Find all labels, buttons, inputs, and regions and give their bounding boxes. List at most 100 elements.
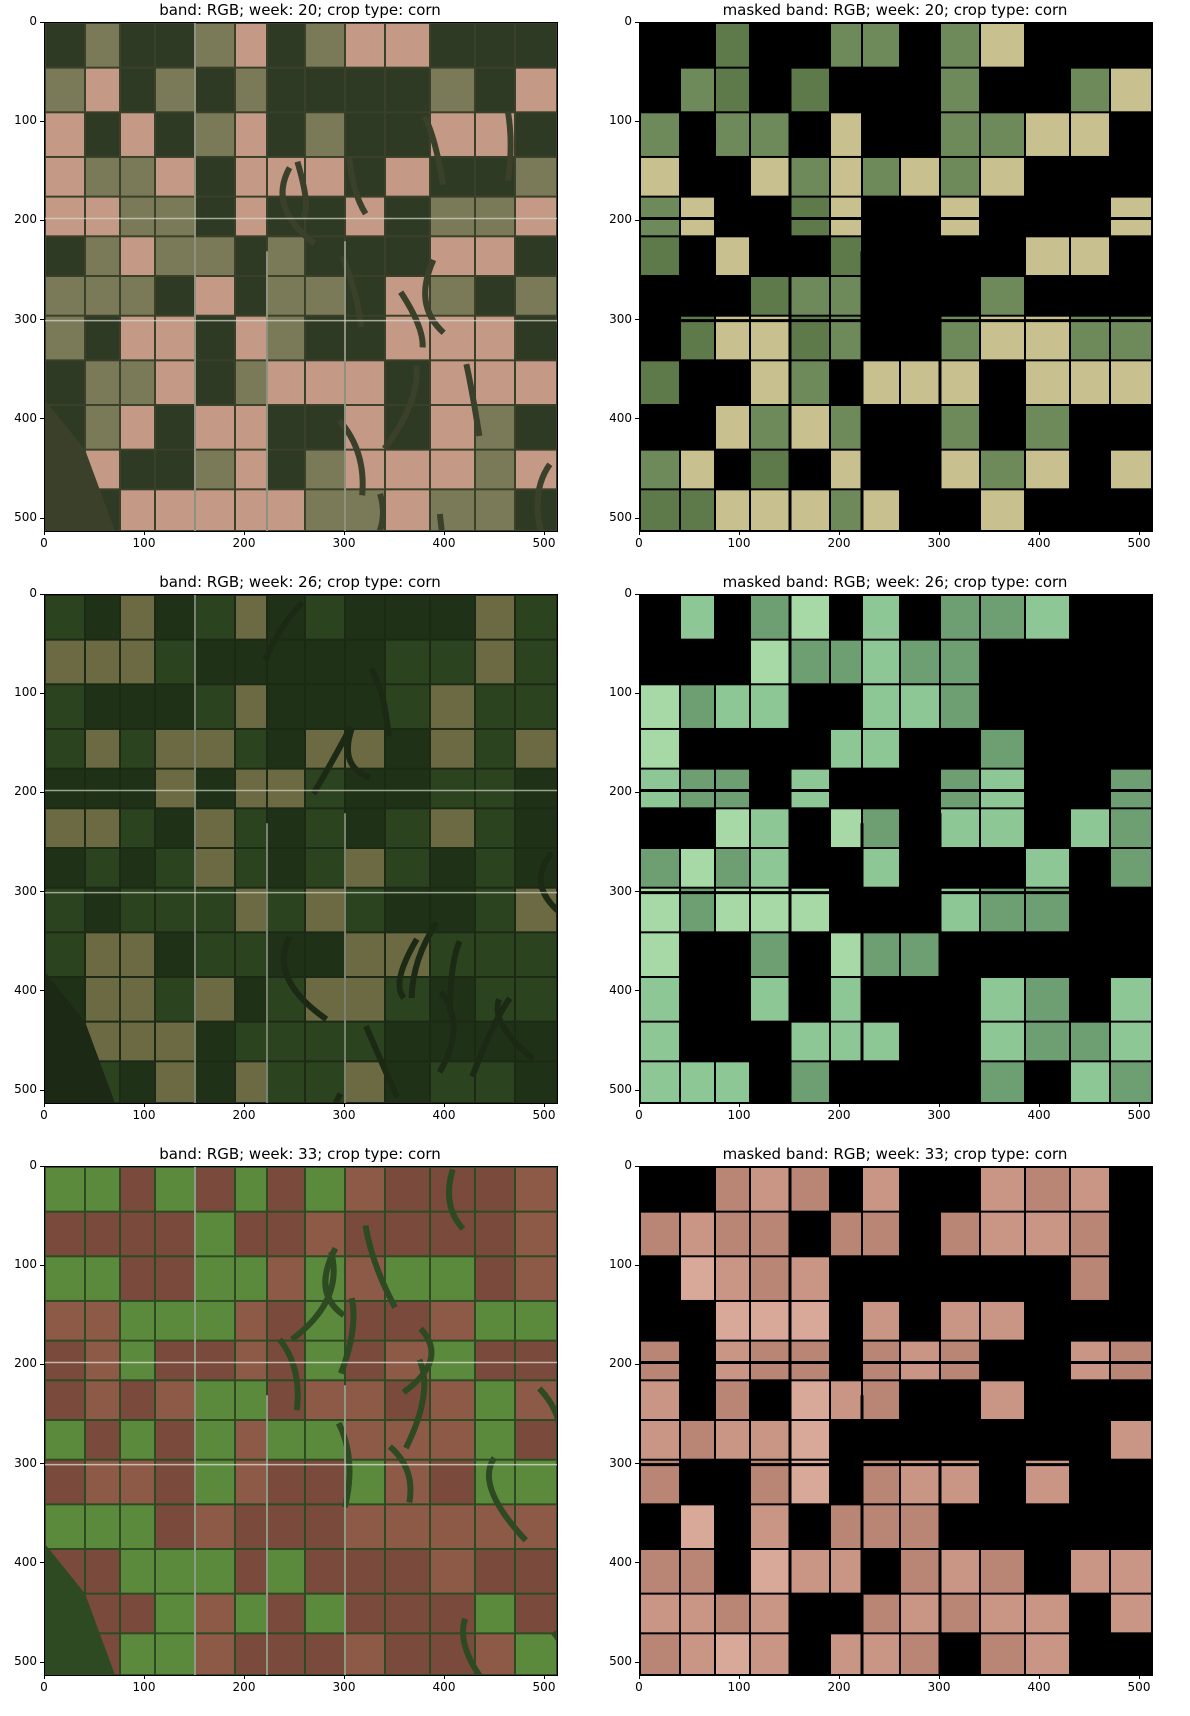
x-tick-label: 100 <box>727 536 751 550</box>
field-patch <box>156 1341 194 1380</box>
field-patch <box>751 361 789 404</box>
tree-line <box>396 937 420 1001</box>
x-tick-mark <box>443 1103 445 1107</box>
field-patch <box>386 595 429 639</box>
field-patch <box>981 490 1024 531</box>
field-patch <box>121 1505 154 1548</box>
field-patch <box>196 933 234 976</box>
y-tick-mark <box>635 891 639 893</box>
river-corridor <box>45 972 115 1103</box>
field-patch <box>236 1022 266 1061</box>
field-patch <box>306 809 344 848</box>
field-patch <box>1071 809 1109 848</box>
field-patch <box>863 640 899 684</box>
field-patch <box>1111 1549 1151 1593</box>
field-patch <box>1026 361 1069 404</box>
field-patch <box>431 405 474 449</box>
field-patch <box>901 640 939 684</box>
field-patch <box>863 490 899 531</box>
field-patch <box>476 888 514 932</box>
field-patch <box>1026 113 1069 156</box>
field-patch <box>156 1167 194 1211</box>
field-patch <box>386 1167 429 1211</box>
field-patch <box>156 640 194 684</box>
field-patch <box>386 977 429 1021</box>
x-tick-mark <box>143 1103 145 1107</box>
tree-line <box>346 156 369 216</box>
field-patch <box>681 450 714 489</box>
field-patch <box>1071 113 1109 156</box>
field-patch <box>306 1505 344 1548</box>
field-patch <box>791 316 829 360</box>
field-patch <box>1026 977 1069 1021</box>
field-patch <box>863 1212 899 1256</box>
field-patch <box>306 157 344 196</box>
tree-line <box>494 998 535 1062</box>
field-patch <box>476 490 514 531</box>
field-patch <box>236 769 266 808</box>
y-tick-mark <box>635 319 639 321</box>
field-patch <box>236 933 266 976</box>
y-tick-label: 500 <box>14 1654 37 1669</box>
tree-line <box>398 290 426 348</box>
field-patch <box>236 23 266 67</box>
field-patch <box>516 1301 556 1340</box>
field-patch <box>386 197 429 236</box>
field-patch <box>121 1022 154 1061</box>
field-patch <box>641 1594 679 1633</box>
field-patch <box>121 1062 154 1103</box>
field-patch <box>156 1505 194 1548</box>
field-patch <box>86 68 119 112</box>
field-patch <box>981 1634 1024 1675</box>
y-tick-mark <box>40 692 44 694</box>
x-tick-mark <box>43 531 45 535</box>
field-patch <box>156 1381 194 1420</box>
field-patch <box>121 490 154 531</box>
field-patch <box>831 277 861 315</box>
field-patch <box>476 640 514 684</box>
subplot-title: masked band: RGB; week: 20; crop type: c… <box>722 1 1068 19</box>
field-patch <box>346 237 384 276</box>
y-tick-label: 0 <box>29 586 37 600</box>
field-patch <box>791 1381 829 1420</box>
field-patch <box>196 490 234 531</box>
field-patch <box>306 933 344 976</box>
field-patch <box>941 1549 979 1593</box>
tree-line <box>368 667 392 737</box>
field-patch <box>86 809 119 848</box>
field-patch <box>156 1460 194 1504</box>
field-patch <box>306 113 344 156</box>
field-patch <box>46 113 84 156</box>
field-patch <box>268 888 304 932</box>
field-patch <box>1071 1549 1109 1593</box>
field-patch <box>981 1301 1024 1340</box>
field-patch <box>831 1022 861 1061</box>
y-tick-mark <box>40 1463 44 1465</box>
field-patch <box>86 1341 119 1380</box>
y-tick-label: 400 <box>14 982 37 997</box>
field-patch <box>46 277 84 315</box>
x-tick-label: 100 <box>727 1680 751 1694</box>
field-patch <box>121 450 154 489</box>
field-patch <box>476 595 514 639</box>
field-patch <box>941 157 979 196</box>
x-tick-label: 100 <box>132 1680 156 1694</box>
field-patch <box>306 1594 344 1633</box>
field-patch <box>516 1212 556 1256</box>
field-patch <box>236 405 266 449</box>
tree-line <box>403 1358 428 1450</box>
field-patch <box>641 685 679 728</box>
tree-line <box>338 1297 357 1375</box>
field-patch <box>386 237 429 276</box>
field-patch <box>46 197 84 236</box>
field-patch <box>196 1167 234 1211</box>
field-patch <box>516 933 556 976</box>
field-patch <box>716 769 749 808</box>
x-tick-mark <box>738 1675 740 1679</box>
x-tick-mark <box>838 1675 840 1679</box>
field-patch <box>346 68 384 112</box>
image-raster <box>45 595 557 1103</box>
x-tick-label: 400 <box>1027 1680 1051 1694</box>
field-patch <box>681 1421 714 1459</box>
subplot-panel: band: RGB; week: 33; crop type: corn 0 100… <box>0 1144 595 1716</box>
